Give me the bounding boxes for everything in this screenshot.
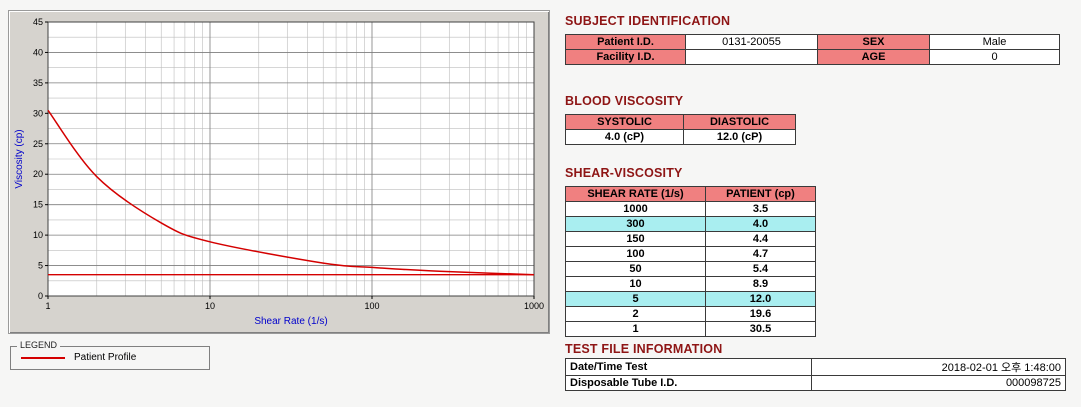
table-header-row: SHEAR RATE (1/s) PATIENT (cp) (565, 186, 816, 202)
svg-text:10: 10 (33, 230, 43, 240)
table-row: 2 19.6 (565, 306, 816, 322)
svg-text:25: 25 (33, 139, 43, 149)
patient-id-value: 0131-20055 (685, 34, 818, 50)
date-time-test-value: 2018-02-01 오후 1:48:00 (811, 358, 1066, 376)
table-row: Facility I.D. AGE 0 (565, 49, 1060, 65)
svg-text:35: 35 (33, 78, 43, 88)
svg-text:45: 45 (33, 17, 43, 27)
shear-rate-cell: 100 (565, 246, 706, 262)
svg-text:Viscosity (cp): Viscosity (cp) (14, 129, 25, 188)
shear-viscosity-table: SHEAR RATE (1/s) PATIENT (cp) 1000 3.5 3… (565, 186, 816, 337)
diastolic-value: 12.0 (cP) (683, 129, 796, 145)
legend-series-label: Patient Profile (74, 352, 137, 363)
viscosity-cell: 8.9 (705, 276, 816, 292)
systolic-header: SYSTOLIC (565, 114, 684, 130)
svg-text:1000: 1000 (524, 301, 544, 311)
table-row: 150 4.4 (565, 231, 816, 247)
viscosity-cell: 4.0 (705, 216, 816, 232)
systolic-value: 4.0 (cP) (565, 129, 684, 145)
test-file-information-title: TEST FILE INFORMATION (565, 342, 723, 356)
shear-rate-cell: 10 (565, 276, 706, 292)
table-row: 50 5.4 (565, 261, 816, 277)
viscosity-cell: 4.7 (705, 246, 816, 262)
shear-rate-cell: 1000 (565, 201, 706, 217)
table-row: 1 30.5 (565, 321, 816, 337)
patient-id-label: Patient I.D. (565, 34, 686, 50)
patient-profile-line-swatch (21, 356, 65, 359)
disposable-tube-id-label: Disposable Tube I.D. (565, 375, 812, 391)
shear-rate-cell: 2 (565, 306, 706, 322)
table-row: 10 8.9 (565, 276, 816, 292)
shear-rate-cell: 1 (565, 321, 706, 337)
age-label: AGE (817, 49, 930, 65)
table-row: 4.0 (cP) 12.0 (cP) (565, 129, 796, 145)
viscosity-chart-panel: 0 5 10 15 20 25 30 35 40 45 1 10 100 1000 Shear Rate (… (8, 10, 550, 334)
diastolic-header: DIASTOLIC (683, 114, 796, 130)
legend-title: LEGEND (17, 340, 61, 350)
facility-id-label: Facility I.D. (565, 49, 686, 65)
table-row: Patient I.D. 0131-20055 SEX Male (565, 34, 1060, 50)
legend-entry: Patient Profile (11, 347, 209, 368)
shear-rate-cell: 50 (565, 261, 706, 277)
viscosity-cell: 3.5 (705, 201, 816, 217)
shear-rate-cell: 300 (565, 216, 706, 232)
viscosity-chart-plot: 0 5 10 15 20 25 30 35 40 45 1 10 100 1000 Shear Rate (… (14, 17, 544, 327)
table-row: 1000 3.5 (565, 201, 816, 217)
svg-text:10: 10 (205, 301, 215, 311)
chart-legend: LEGEND Patient Profile (10, 340, 210, 370)
viscosity-cell: 5.4 (705, 261, 816, 277)
date-time-test-label: Date/Time Test (565, 358, 812, 376)
viscosity-cell: 19.6 (705, 306, 816, 322)
shear-rate-cell: 5 (565, 291, 706, 307)
svg-text:100: 100 (364, 301, 379, 311)
viscosity-cell: 4.4 (705, 231, 816, 247)
svg-text:20: 20 (33, 169, 43, 179)
table-row: Date/Time Test 2018-02-01 오후 1:48:00 (565, 358, 1066, 376)
blood-viscosity-title: BLOOD VISCOSITY (565, 94, 684, 108)
shear-rate-header: SHEAR RATE (1/s) (565, 186, 706, 202)
table-row-highlight-systolic: 300 4.0 (565, 216, 816, 232)
sex-value: Male (929, 34, 1060, 50)
viscosity-cell: 30.5 (705, 321, 816, 337)
subject-identification-table: Patient I.D. 0131-20055 SEX Male Facilit… (565, 34, 1060, 65)
svg-text:40: 40 (33, 47, 43, 57)
svg-text:5: 5 (38, 261, 43, 271)
svg-text:30: 30 (33, 108, 43, 118)
facility-id-value (685, 49, 818, 65)
disposable-tube-id-value: 000098725 (811, 375, 1066, 391)
svg-text:15: 15 (33, 200, 43, 210)
age-value: 0 (929, 49, 1060, 65)
table-row-highlight-diastolic: 5 12.0 (565, 291, 816, 307)
table-row: 100 4.7 (565, 246, 816, 262)
svg-text:0: 0 (38, 291, 43, 301)
shear-viscosity-title: SHEAR-VISCOSITY (565, 166, 683, 180)
table-row: SYSTOLIC DIASTOLIC (565, 114, 796, 130)
subject-identification-title: SUBJECT IDENTIFICATION (565, 14, 731, 28)
viscosity-cell: 12.0 (705, 291, 816, 307)
shear-rate-cell: 150 (565, 231, 706, 247)
svg-text:1: 1 (45, 301, 50, 311)
test-file-information-table: Date/Time Test 2018-02-01 오후 1:48:00 Dis… (565, 358, 1066, 391)
svg-text:Shear Rate (1/s): Shear Rate (1/s) (254, 316, 327, 327)
blood-viscosity-table: SYSTOLIC DIASTOLIC 4.0 (cP) 12.0 (cP) (565, 114, 796, 145)
patient-cp-header: PATIENT (cp) (705, 186, 816, 202)
table-row: Disposable Tube I.D. 000098725 (565, 375, 1066, 391)
sex-label: SEX (817, 34, 930, 50)
